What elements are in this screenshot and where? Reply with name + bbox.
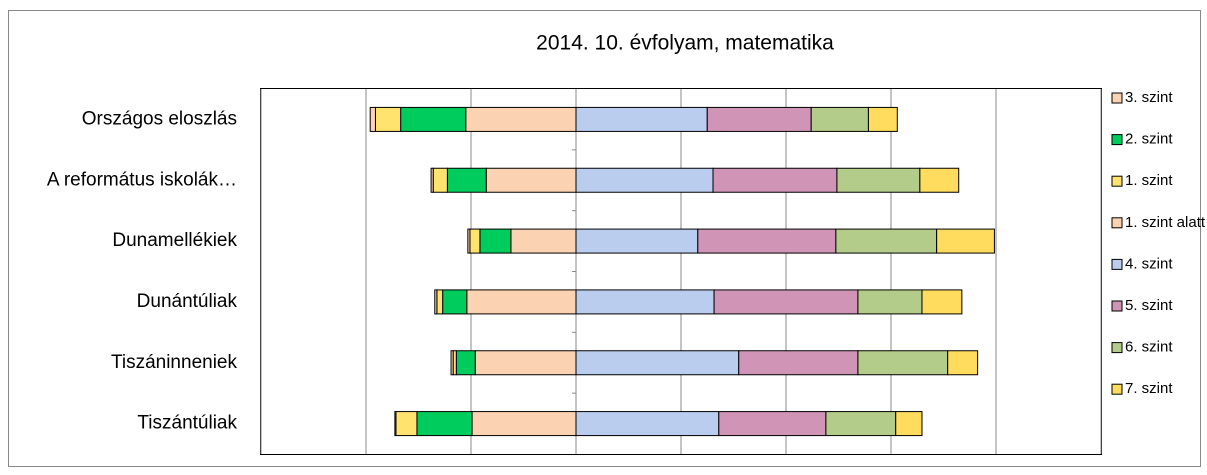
legend-swatch xyxy=(1111,342,1123,354)
category-label: Országos eloszlás xyxy=(82,108,237,129)
bar-segment xyxy=(825,411,897,437)
bar-segment xyxy=(469,228,481,254)
legend-label: 1. szint xyxy=(1125,172,1173,189)
legend-swatch xyxy=(1111,175,1123,187)
category-label: A református iskolák… xyxy=(47,169,237,190)
bar-segment xyxy=(395,411,418,437)
bar-segment xyxy=(374,106,402,132)
bar-segment xyxy=(575,167,714,193)
bar-segment xyxy=(697,228,837,254)
bar-segment xyxy=(479,228,512,254)
category-label: Tiszáninneniek xyxy=(111,352,238,373)
bar-segment xyxy=(575,289,715,315)
bar-segment xyxy=(466,289,577,315)
bar-segment xyxy=(947,350,979,376)
bar-segment xyxy=(450,350,454,376)
bar-segment xyxy=(575,350,740,376)
legend-swatch xyxy=(1111,300,1123,312)
category-label: Tiszántúliak xyxy=(137,413,237,434)
legend-label: 1. szint alatt xyxy=(1125,214,1206,231)
bar-segment xyxy=(575,228,699,254)
bar-segment xyxy=(416,411,473,437)
bar-segment xyxy=(867,106,898,132)
bar-segment xyxy=(474,350,577,376)
category-label: Dunamellékiek xyxy=(112,230,237,251)
bar-segment xyxy=(895,411,923,437)
legend-label: 7. szint xyxy=(1125,380,1173,397)
category-label: Dunántúliak xyxy=(137,291,238,312)
bar-segment xyxy=(455,350,476,376)
bar-segment xyxy=(394,411,397,437)
legend-label: 4. szint xyxy=(1125,255,1173,272)
bar-segment xyxy=(436,289,444,315)
legend-swatch xyxy=(1111,258,1123,270)
bar-segment xyxy=(835,228,938,254)
bar-segment xyxy=(467,228,471,254)
bar-segment xyxy=(810,106,869,132)
bar-segment xyxy=(400,106,467,132)
bar-segment xyxy=(919,167,960,193)
legend-swatch xyxy=(1111,92,1123,104)
legend-swatch xyxy=(1111,134,1123,146)
bar-segment xyxy=(369,106,376,132)
bar-segment xyxy=(921,289,963,315)
chart-title: 2014. 10. évfolyam, matematika xyxy=(536,32,834,55)
bar-segment xyxy=(712,167,838,193)
bar-segment xyxy=(836,167,921,193)
bar-segment xyxy=(442,289,468,315)
bar-segment xyxy=(485,167,577,193)
bar-segment xyxy=(738,350,859,376)
bar-segment xyxy=(575,106,708,132)
bar-segment xyxy=(434,289,438,315)
bar-segment xyxy=(432,167,448,193)
legend-label: 2. szint xyxy=(1125,131,1173,148)
legend-label: 5. szint xyxy=(1125,297,1173,314)
bar-segment xyxy=(936,228,995,254)
bar-segment xyxy=(465,106,577,132)
legend-label: 3. szint xyxy=(1125,89,1173,106)
legend-label: 6. szint xyxy=(1125,339,1173,356)
bar-segment xyxy=(857,289,923,315)
bar-segment xyxy=(713,289,859,315)
bar-segment xyxy=(706,106,812,132)
bar-segment xyxy=(471,411,577,437)
bar-segment xyxy=(430,167,434,193)
legend-swatch xyxy=(1111,383,1123,395)
legend-swatch xyxy=(1111,217,1123,229)
bar-segment xyxy=(510,228,577,254)
bar-segment xyxy=(718,411,827,437)
bar-segment xyxy=(446,167,487,193)
bar-segment xyxy=(857,350,949,376)
bar-segment xyxy=(575,411,720,437)
